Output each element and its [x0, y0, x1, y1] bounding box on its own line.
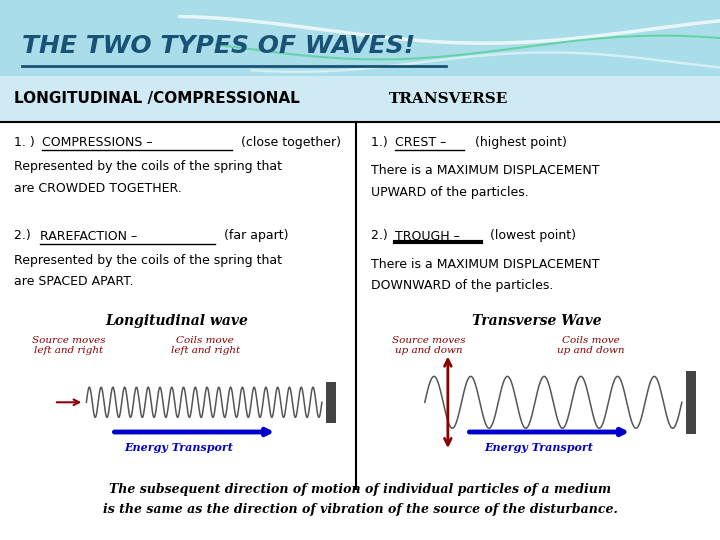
Text: (highest point): (highest point): [467, 136, 567, 149]
Text: 1.): 1.): [371, 136, 392, 149]
Text: is the same as the direction of vibration of the source of the disturbance.: is the same as the direction of vibratio…: [102, 503, 618, 516]
Text: Coils move
left and right: Coils move left and right: [171, 336, 240, 355]
Polygon shape: [0, 0, 720, 86]
Text: DOWNWARD of the particles.: DOWNWARD of the particles.: [371, 279, 553, 292]
Bar: [326, 382, 336, 423]
Text: (close together): (close together): [233, 136, 341, 149]
Text: Energy Transport: Energy Transport: [124, 442, 233, 453]
Text: Represented by the coils of the spring that: Represented by the coils of the spring t…: [14, 160, 282, 173]
Text: There is a MAXIMUM DISPLACEMENT: There is a MAXIMUM DISPLACEMENT: [371, 164, 599, 177]
Text: are SPACED APART.: are SPACED APART.: [14, 275, 134, 288]
Text: Represented by the coils of the spring that: Represented by the coils of the spring t…: [14, 254, 282, 267]
Text: Source moves
up and down: Source moves up and down: [392, 336, 465, 355]
Text: LONGITUDINAL /COMPRESSIONAL: LONGITUDINAL /COMPRESSIONAL: [14, 91, 300, 106]
Text: are CROWDED TOGETHER.: are CROWDED TOGETHER.: [14, 182, 182, 195]
Text: (far apart): (far apart): [216, 230, 289, 242]
Text: There is a MAXIMUM DISPLACEMENT: There is a MAXIMUM DISPLACEMENT: [371, 258, 599, 271]
Text: Transverse Wave: Transverse Wave: [472, 314, 601, 328]
Text: TRANSVERSE: TRANSVERSE: [389, 92, 508, 106]
Text: UPWARD of the particles.: UPWARD of the particles.: [371, 186, 528, 199]
Text: Energy Transport: Energy Transport: [484, 442, 593, 453]
Bar: [686, 371, 696, 434]
Text: CREST –: CREST –: [395, 136, 446, 149]
Text: Source moves
left and right: Source moves left and right: [32, 336, 105, 355]
Bar: [0, 76, 720, 122]
Polygon shape: [0, 86, 720, 540]
Text: The subsequent direction of motion of individual particles of a medium: The subsequent direction of motion of in…: [109, 483, 611, 496]
Text: 2.): 2.): [371, 230, 392, 242]
Text: RAREFACTION –: RAREFACTION –: [40, 230, 137, 242]
Text: 1. ): 1. ): [14, 136, 39, 149]
Text: Coils move
up and down: Coils move up and down: [557, 336, 624, 355]
Text: COMPRESSIONS –: COMPRESSIONS –: [42, 136, 153, 149]
Text: (lowest point): (lowest point): [482, 230, 577, 242]
Text: 2.): 2.): [14, 230, 35, 242]
Text: Longitudinal wave: Longitudinal wave: [105, 314, 248, 328]
Text: TROUGH –: TROUGH –: [395, 230, 459, 242]
Text: THE TWO TYPES OF WAVES!: THE TWO TYPES OF WAVES!: [22, 34, 415, 58]
